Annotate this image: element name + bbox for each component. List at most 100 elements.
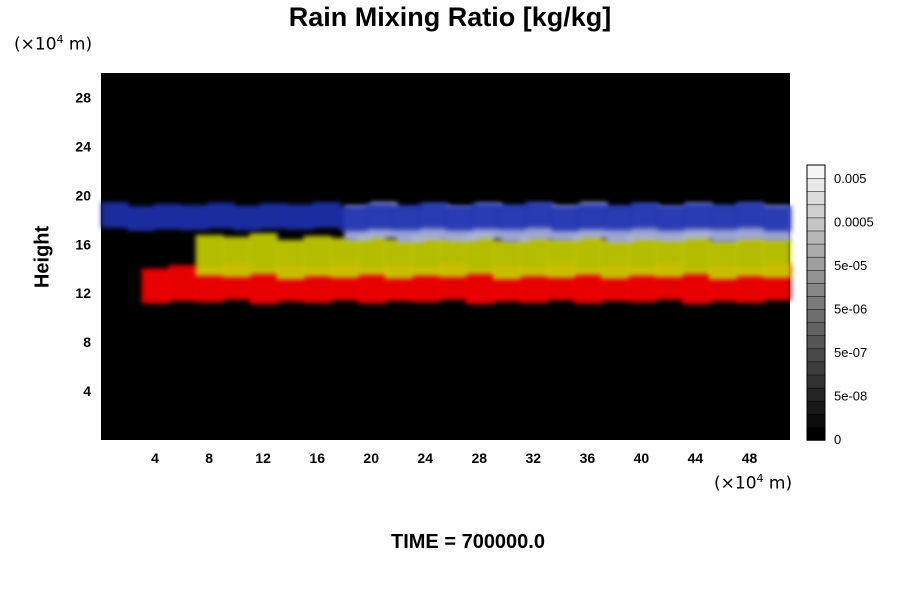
y-tick-label: 12 <box>75 285 91 301</box>
colorbar-band <box>806 348 826 363</box>
field-layer-3 <box>101 202 791 232</box>
field-cell <box>207 202 235 229</box>
colorbar-band <box>806 400 826 415</box>
colorbar-band <box>806 177 826 192</box>
x-tick-label: 24 <box>417 450 433 466</box>
colorbar-band <box>806 426 826 441</box>
colorbar-band <box>806 217 826 232</box>
colorbar-tick-label: 5e-07 <box>834 345 867 360</box>
field-cell <box>492 239 521 280</box>
colorbar: 0.005 0.0005 5e-05 5e-06 5e-07 5e-08 0 <box>806 164 874 447</box>
y-ticks: 4 8 12 16 20 24 28 <box>75 90 91 400</box>
x-tick-label: 32 <box>526 450 542 466</box>
field-cell <box>233 205 261 231</box>
x-unit-label: (×104 m) <box>714 472 793 494</box>
colorbar-band <box>806 321 826 336</box>
field-cell <box>154 203 182 230</box>
y-tick-label: 24 <box>75 138 91 154</box>
field-cell <box>525 202 553 228</box>
colorbar-tick-label: 5e-08 <box>834 389 867 404</box>
colorbar-band <box>806 269 826 284</box>
x-tick-label: 16 <box>309 450 325 466</box>
field-cell <box>710 204 738 230</box>
colorbar-band <box>806 256 826 271</box>
field-cell <box>419 202 447 229</box>
field-cell <box>631 202 659 229</box>
colorbar-band <box>806 413 826 428</box>
y-tick-label: 16 <box>75 236 91 252</box>
x-tick-label: 28 <box>472 450 488 466</box>
colorbar-tick-label: 0.0005 <box>834 215 874 230</box>
colorbar-band <box>806 230 826 245</box>
colorbar-tick-label: 5e-06 <box>834 302 867 317</box>
field-cell <box>384 238 413 279</box>
field-cell <box>195 235 224 276</box>
field-cell <box>737 202 765 228</box>
colorbar-frame <box>806 164 826 441</box>
field-cell <box>249 233 278 275</box>
colorbar-band <box>806 361 826 376</box>
field-cell <box>681 233 710 275</box>
colorbar-band <box>806 295 826 310</box>
colorbar-band <box>806 164 826 179</box>
field-cell <box>286 204 314 230</box>
x-tick-label: 40 <box>634 450 650 466</box>
field-cell <box>465 269 494 305</box>
y-tick-label: 20 <box>75 187 91 203</box>
y-tick-label: 28 <box>75 90 91 106</box>
field-cell <box>339 206 367 232</box>
x-ticks: 4 8 12 16 20 24 28 32 36 40 44 48 <box>151 450 757 466</box>
field-layers <box>101 202 791 305</box>
colorbar-band <box>806 282 826 297</box>
chart-title: Rain Mixing Ratio [kg/kg] <box>288 2 612 32</box>
field-cell <box>222 236 251 278</box>
x-tick-label: 48 <box>742 450 758 466</box>
field-cell <box>578 203 606 230</box>
field-cell <box>519 235 548 277</box>
field-cell <box>180 205 208 231</box>
field-cell <box>498 204 526 230</box>
x-tick-label: 12 <box>255 450 271 466</box>
x-tick-label: 44 <box>688 450 704 466</box>
colorbar-band <box>806 308 826 323</box>
colorbar-band <box>806 334 826 350</box>
field-cell <box>313 202 341 228</box>
field-cell <box>604 205 632 231</box>
field-cell <box>657 205 685 231</box>
field-cell <box>366 203 394 230</box>
field-cell <box>472 203 500 229</box>
colorbar-band <box>806 387 826 402</box>
colorbar-tick-label: 0 <box>834 432 841 447</box>
x-tick-label: 36 <box>580 450 596 466</box>
y-tick-label: 8 <box>83 334 91 350</box>
field-cell <box>438 236 467 278</box>
field-cell <box>141 268 170 304</box>
field-cell <box>546 237 575 278</box>
field-cell <box>763 237 791 278</box>
colorbar-tick-label: 0.005 <box>834 171 867 186</box>
field-cell <box>276 239 305 280</box>
y-unit-label: (×104 m) <box>14 33 93 55</box>
field-cell <box>127 206 155 232</box>
y-tick-label: 4 <box>83 383 91 399</box>
x-tick-label: 4 <box>151 450 159 466</box>
colorbar-band <box>806 204 826 219</box>
field-cell <box>330 237 359 278</box>
field-cell <box>249 269 278 305</box>
field-cell <box>684 203 712 229</box>
field-cell <box>168 265 197 301</box>
field-cell <box>445 205 473 231</box>
colorbar-band <box>806 243 826 258</box>
time-label: TIME = 700000.0 <box>391 531 545 553</box>
colorbar-tick-label: 5e-05 <box>834 258 867 273</box>
field-cell <box>681 269 710 305</box>
colorbar-band <box>806 374 826 389</box>
field-cell <box>551 206 579 232</box>
field-layer-1 <box>195 233 791 280</box>
field-cell <box>101 202 129 228</box>
x-tick-label: 20 <box>363 450 379 466</box>
field-cell <box>763 206 791 232</box>
field-cell <box>392 205 420 231</box>
field-cell <box>600 238 629 279</box>
field-cell <box>303 235 332 277</box>
